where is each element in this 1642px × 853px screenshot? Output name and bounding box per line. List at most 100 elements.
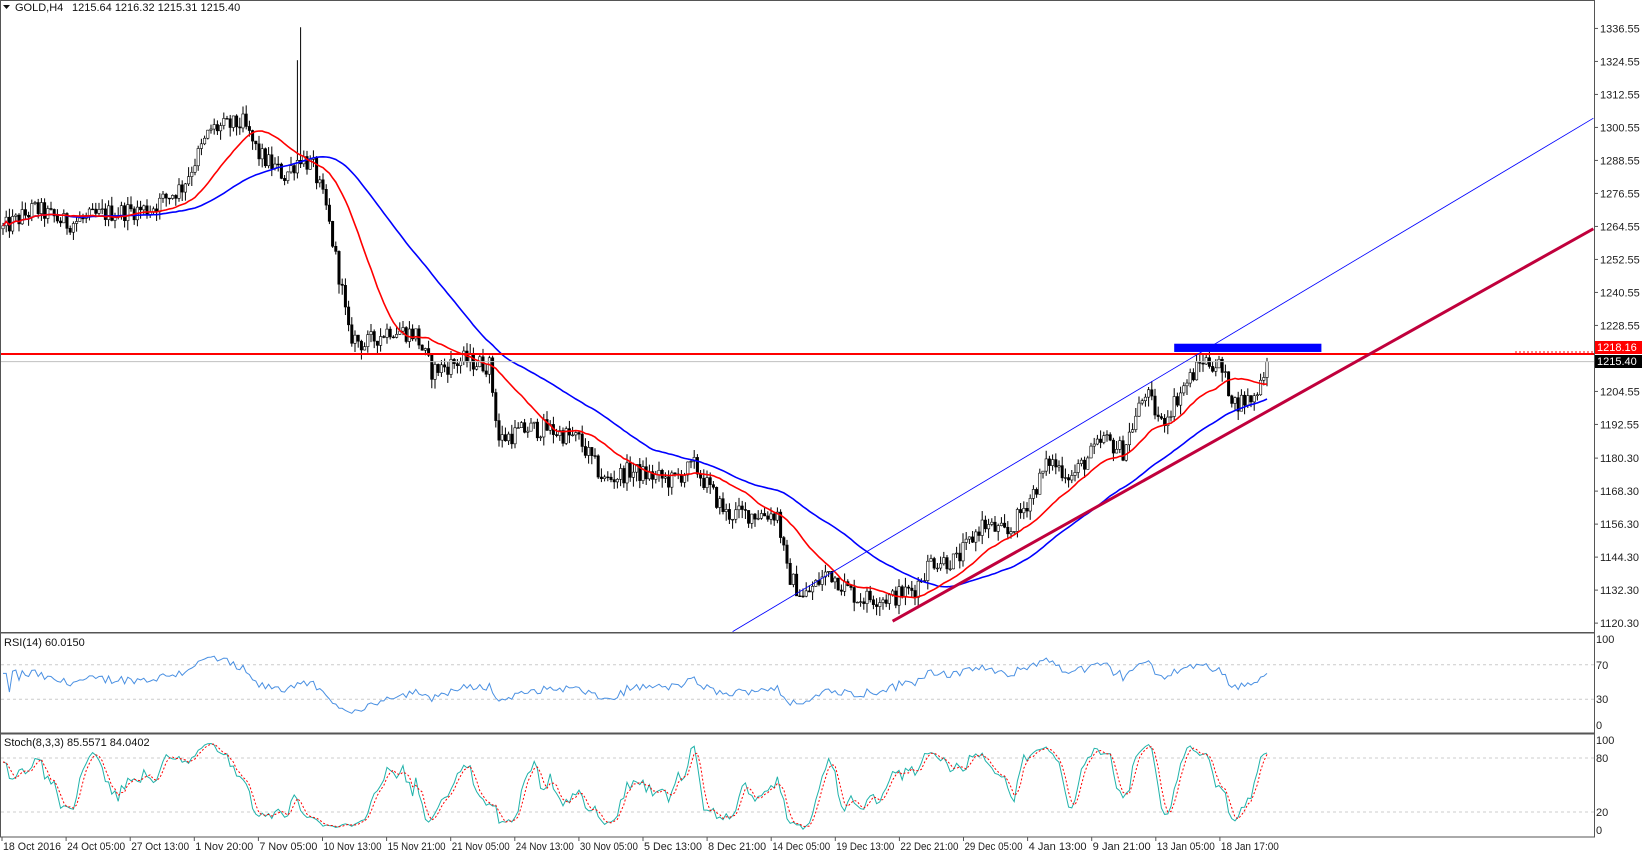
price-panel[interactable] [0,0,1595,633]
candle [238,117,242,135]
candle [871,595,875,610]
candle-body [855,601,859,604]
candle-body [363,346,367,351]
stochastic-panel[interactable] [0,733,1595,838]
candle [535,418,539,442]
date-tick-label: 14 Dec 05:00 [772,841,830,853]
candle [548,420,552,435]
candle-body [606,476,610,479]
candle-body [1131,429,1135,433]
candle [740,500,744,519]
candle [270,146,274,177]
candle-body [1147,389,1151,398]
candle-body [929,558,933,562]
candle-body [615,478,619,483]
date-tick-label: 9 Jan 21:00 [1093,841,1151,853]
candle-body [651,471,655,480]
candle-body [801,595,805,598]
date-tick-label: 27 Oct 13:00 [131,841,189,853]
candle [558,425,562,441]
candle-body [718,498,722,508]
candle-body [177,184,181,199]
candle-body [100,208,104,210]
candle [948,560,952,572]
candle [711,481,715,490]
candle [113,212,117,229]
candle [420,344,424,351]
candle-body [343,285,347,308]
candle [1150,381,1154,401]
candle [75,216,79,232]
candle [1134,407,1138,433]
candle-body [350,324,354,344]
candle-body [1175,396,1179,406]
candle [699,469,703,487]
candle [241,106,245,133]
rsi-panel[interactable] [0,632,1595,734]
candle-body [743,509,747,511]
candle-body [811,586,815,593]
price-tick-label: 1300.55 [1600,122,1640,134]
stoch-panel-border [0,733,1595,838]
candle-body [711,484,715,488]
candle [651,464,655,489]
candle [459,357,463,374]
candle-body [174,195,178,199]
candle-body [731,518,735,521]
candle-body [980,519,984,536]
candle [372,329,376,349]
price-tick-label: 1120.30 [1600,618,1639,630]
candle [171,194,175,200]
candle-body [497,420,501,441]
candle-body [1233,397,1237,404]
candle-body [1006,526,1010,535]
candle-body [641,466,645,481]
candle [1195,353,1199,381]
candle [231,115,235,132]
candle-body [395,334,399,338]
candle [878,597,882,616]
symbol-dropdown-icon[interactable] [3,5,10,9]
candle [219,122,223,140]
candle-body [625,462,629,484]
candle-body [87,208,91,216]
candle [359,339,363,360]
candle-body [609,476,613,480]
candle-body [1195,361,1199,381]
candle [775,507,779,524]
candle [1086,455,1090,470]
candle-body [295,160,299,174]
candle [881,597,885,610]
candle-body [1102,435,1106,443]
candle [1044,450,1048,476]
candle-body [1134,415,1138,430]
candle-body [487,357,491,375]
candle [491,355,495,397]
candle [932,556,936,570]
candle [385,323,389,344]
candle-body [532,421,536,424]
candle-body [599,476,603,479]
candle [187,167,191,187]
candle-body [430,354,434,380]
candle [1179,386,1183,415]
candle-body [385,328,389,338]
candle-body [971,536,975,543]
candle [529,417,533,432]
candle-body [27,214,31,218]
candle-body [871,599,875,605]
candle [292,163,296,181]
candle-body [503,434,507,442]
candle [295,60,299,179]
candle-body [1067,477,1071,481]
candle-body [411,328,415,340]
candle-body [91,208,95,211]
candle-body [516,427,520,429]
candle [983,515,987,533]
candle [1137,396,1141,417]
candle [942,551,946,566]
candle [887,592,891,610]
candle [71,221,75,240]
candle [967,536,971,544]
